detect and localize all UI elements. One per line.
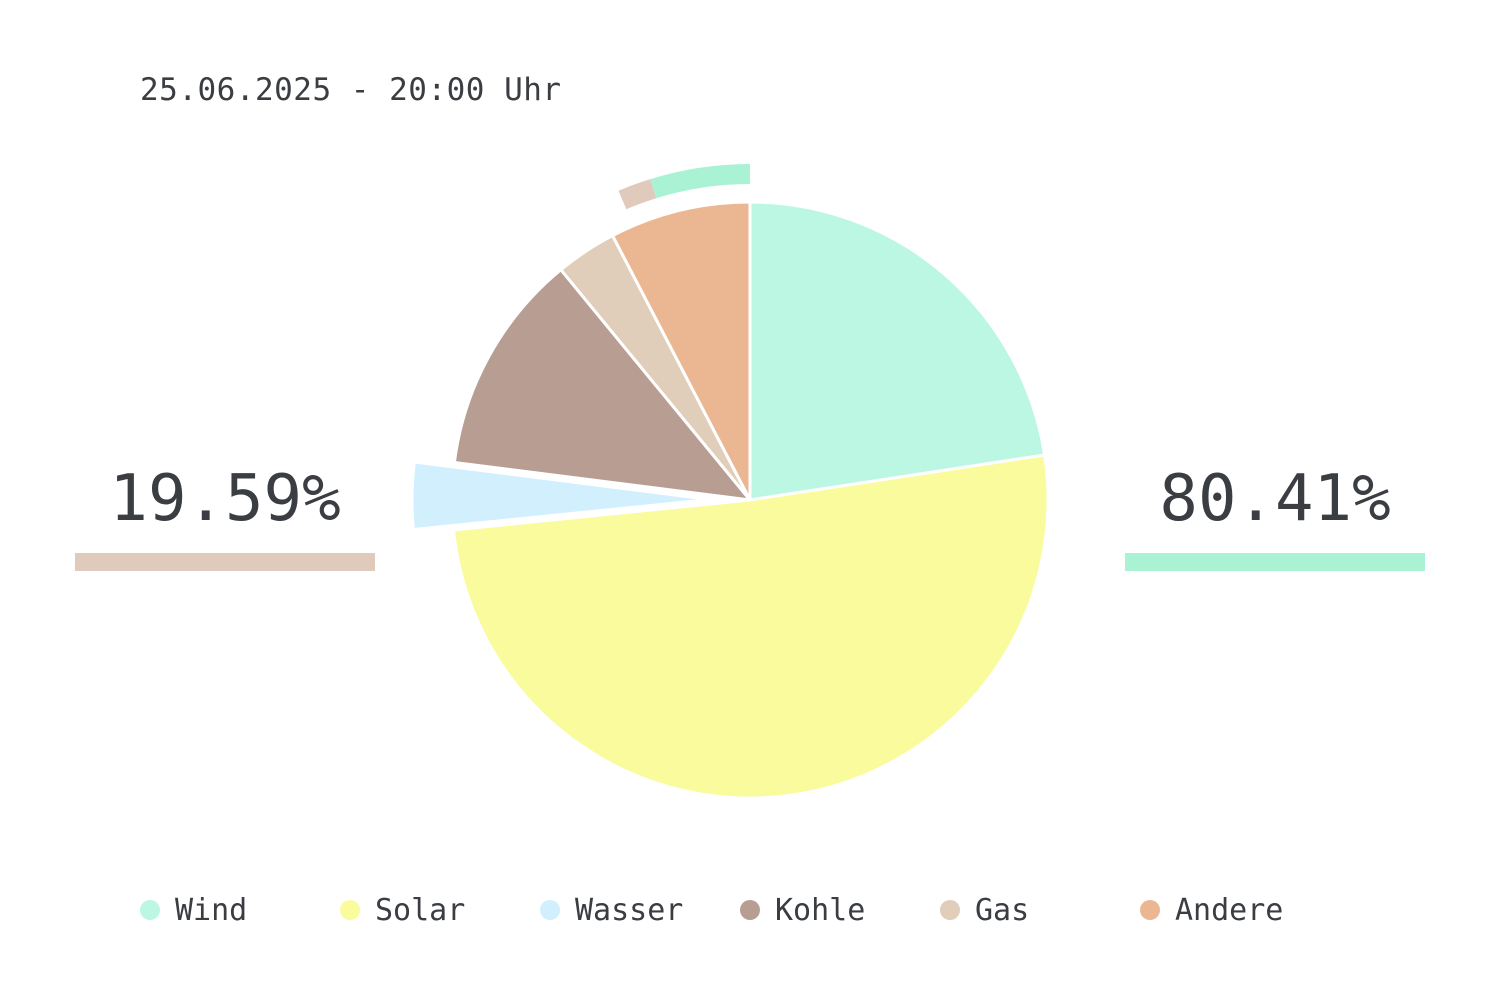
chart-timestamp: 25.06.2025 - 20:00 Uhr: [140, 72, 562, 108]
renewable-share-value: 80.41%: [1159, 462, 1391, 536]
pie-slices: [410, 200, 1050, 800]
legend-item-wasser[interactable]: Wasser: [540, 892, 683, 928]
legend-label: Andere: [1175, 892, 1284, 928]
fossil-share-bar: [75, 553, 375, 571]
legend: Wind Solar Wasser Kohle Gas Andere: [140, 892, 1440, 932]
legend-swatch: [940, 900, 960, 920]
legend-label: Gas: [975, 892, 1030, 928]
pie-slice-wasser[interactable]: [410, 460, 712, 532]
legend-item-wind[interactable]: Wind: [140, 892, 247, 928]
legend-item-solar[interactable]: Solar: [340, 892, 465, 928]
legend-swatch: [540, 900, 560, 920]
legend-swatch: [740, 900, 760, 920]
pie-slice-solar[interactable]: [452, 453, 1050, 800]
outer-ring: [618, 164, 751, 210]
legend-label: Wasser: [575, 892, 684, 928]
legend-label: Kohle: [775, 892, 866, 928]
legend-swatch: [140, 900, 160, 920]
pie-slice-kohle[interactable]: [452, 268, 752, 502]
pie-slice-andere[interactable]: [611, 200, 752, 502]
legend-label: Solar: [375, 892, 466, 928]
outer-ring-wind: [650, 164, 751, 199]
outer-ring-gas: [618, 179, 657, 210]
renewable-share-bar: [1125, 553, 1425, 571]
legend-item-kohle[interactable]: Kohle: [740, 892, 865, 928]
legend-item-gas[interactable]: Gas: [940, 892, 1029, 928]
legend-swatch: [340, 900, 360, 920]
legend-item-andere[interactable]: Andere: [1140, 892, 1283, 928]
legend-label: Wind: [175, 892, 248, 928]
fossil-share-value: 19.59%: [109, 462, 341, 536]
legend-swatch: [1140, 900, 1160, 920]
pie-slice-wind[interactable]: [748, 200, 1047, 502]
